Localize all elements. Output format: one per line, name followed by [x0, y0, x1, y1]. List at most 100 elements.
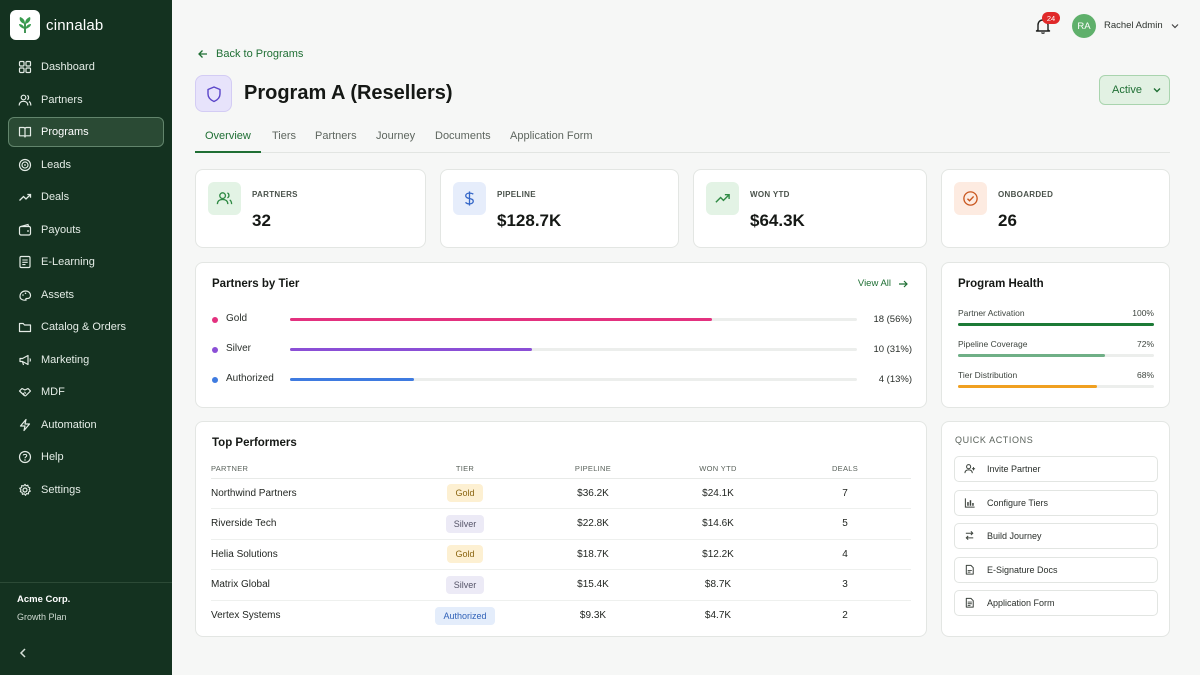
tier-count: 18 (56%) [873, 314, 912, 325]
sidebar-item-partners[interactable]: Partners [8, 85, 164, 115]
sidebar-item-settings[interactable]: Settings [8, 475, 164, 505]
tier-bar-track [290, 318, 857, 321]
column-header: PIPELINE [529, 460, 657, 479]
partner-name[interactable]: Helia Solutions [211, 539, 401, 570]
tab-tiers[interactable]: Tiers [272, 130, 297, 142]
chevron-down-icon [1153, 88, 1161, 93]
deals-cell: 3 [779, 569, 911, 601]
sidebar-item-help[interactable]: Help [8, 442, 164, 472]
table-row[interactable]: Riverside Tech Silver $22.8K $14.6K 5 [211, 508, 911, 540]
sidebar-item-label: Leads [41, 158, 71, 171]
quick-action-label: Application Form [987, 598, 1055, 608]
back-to-programs-link[interactable]: Back to Programs [197, 48, 303, 60]
health-bar-fill [958, 323, 1154, 326]
invite-partner-button[interactable]: Invite Partner [954, 456, 1158, 482]
won-ytd-cell: $24.1K [657, 478, 779, 509]
tab-partners[interactable]: Partners [315, 130, 357, 142]
sidebar-item-marketing[interactable]: Marketing [8, 345, 164, 375]
column-header: WON YTD [657, 460, 779, 479]
user-name[interactable]: Rachel Admin [1104, 20, 1163, 31]
collapse-sidebar-icon[interactable] [16, 646, 30, 660]
sidebar-divider [0, 582, 172, 583]
leaf-icon [10, 10, 40, 40]
wallet-icon [18, 223, 32, 237]
table-row[interactable]: Northwind Partners Gold $36.2K $24.1K 7 [211, 478, 911, 509]
view-all-link[interactable]: View All [858, 278, 908, 289]
elearning-icon [18, 255, 32, 269]
users-icon [208, 182, 241, 215]
grid-icon [18, 60, 32, 74]
configure-tiers-button[interactable]: Configure Tiers [954, 489, 1158, 516]
quick-action-label: Invite Partner [987, 464, 1041, 474]
pipeline-cell: $22.8K [529, 508, 657, 540]
stat-label: PIPELINE [497, 190, 536, 199]
chevron-down-icon[interactable] [1170, 21, 1180, 31]
tab-documents[interactable]: Documents [435, 130, 491, 142]
pipeline-cell: $36.2K [529, 478, 657, 509]
column-header: PARTNER [211, 460, 401, 479]
gear-icon [18, 483, 32, 497]
partner-name[interactable]: Riverside Tech [211, 508, 401, 540]
sidebar-item-programs[interactable]: Programs [8, 117, 164, 147]
sidebar-item-mdf[interactable]: MDF [8, 377, 164, 407]
deals-cell: 4 [779, 539, 911, 570]
arrow-left-icon [198, 50, 207, 58]
arrow-right-icon [899, 280, 908, 287]
tier-dot [212, 347, 218, 353]
tier-cell: Gold [401, 539, 529, 570]
health-row: Partner Activation 100% [958, 308, 1154, 328]
megaphone-icon [18, 353, 32, 367]
sidebar-item-leads[interactable]: Leads [8, 150, 164, 180]
table-row[interactable]: Vertex Systems Authorized $9.3K $4.7K 2 [211, 600, 911, 631]
stat-card-partners: PARTNERS 32 [195, 169, 426, 248]
tier-bar-track [290, 378, 857, 381]
partner-name[interactable]: Matrix Global [211, 569, 401, 601]
partner-name[interactable]: Vertex Systems [211, 610, 281, 621]
avatar[interactable]: RA [1072, 14, 1096, 38]
sidebar-item-payouts[interactable]: Payouts [8, 215, 164, 245]
build-journey-button[interactable]: Build Journey [954, 523, 1158, 549]
tier-badge: Gold [447, 484, 483, 503]
tier-cell: Silver [401, 569, 529, 601]
stat-card-onboarded: ONBOARDED 26 [941, 169, 1170, 248]
quick-action-label: E-Signature Docs [987, 564, 1058, 575]
sidebar-item-catalog-and-orders[interactable]: Catalog & Orders [8, 312, 164, 342]
pipeline-cell: $9.3K [579, 610, 607, 621]
health-bar-fill [958, 354, 1105, 357]
tier-badge: Gold [447, 545, 483, 564]
health-bar-fill [958, 385, 1098, 388]
application-form-button[interactable]: Application Form [954, 590, 1158, 616]
tab-overview[interactable]: Overview [195, 130, 261, 153]
program-health-card: Program Health Partner Activation 100% Pip… [941, 262, 1170, 408]
tab-journey[interactable]: Journey [376, 130, 416, 142]
sidebar-item-automation[interactable]: Automation [8, 410, 164, 440]
stat-value: $128.7K [497, 211, 562, 230]
table-row[interactable]: Helia Solutions Gold $18.7K $12.2K 4 [211, 539, 911, 570]
sidebar-item-dashboard[interactable]: Dashboard [8, 52, 164, 82]
health-row: Tier Distribution 68% [958, 370, 1154, 390]
sidebar-item-e-learning[interactable]: E-Learning [8, 247, 164, 277]
e-signature-docs-button[interactable]: E-Signature Docs [954, 556, 1158, 583]
deals-cell: 2 [842, 610, 848, 621]
partner-name[interactable]: Northwind Partners [211, 478, 401, 509]
sidebar: cinnalab Dashboard Partners Programs Leads D… [0, 0, 172, 675]
tier-bar-fill [290, 348, 533, 351]
sidebar-item-deals[interactable]: Deals [8, 182, 164, 212]
tab-application-form[interactable]: Application Form [510, 130, 593, 142]
status-label: Active [1112, 84, 1142, 96]
tier-row-silver: Silver 10 (31%) [212, 343, 912, 357]
sidebar-item-label: Settings [41, 483, 81, 496]
sidebar-item-assets[interactable]: Assets [8, 280, 164, 310]
notification-badge: 24 [1042, 12, 1060, 24]
stat-card-pipeline: PIPELINE $128.7K [440, 169, 679, 248]
page-title: Program A (Resellers) [244, 82, 453, 104]
status-dropdown[interactable]: Active [1099, 75, 1170, 105]
tier-badge: Silver [445, 575, 485, 594]
pipeline-cell: $18.7K [529, 539, 657, 570]
table-row[interactable]: Matrix Global Silver $15.4K $8.7K 3 [211, 569, 911, 601]
app-logo[interactable]: cinnalab [10, 10, 103, 40]
tier-badge: Silver [445, 514, 485, 533]
sidebar-item-label: Deals [41, 191, 70, 203]
sidebar-nav: Dashboard Partners Programs Leads Deals Payou… [8, 52, 164, 507]
deals-cell: 5 [779, 508, 911, 540]
